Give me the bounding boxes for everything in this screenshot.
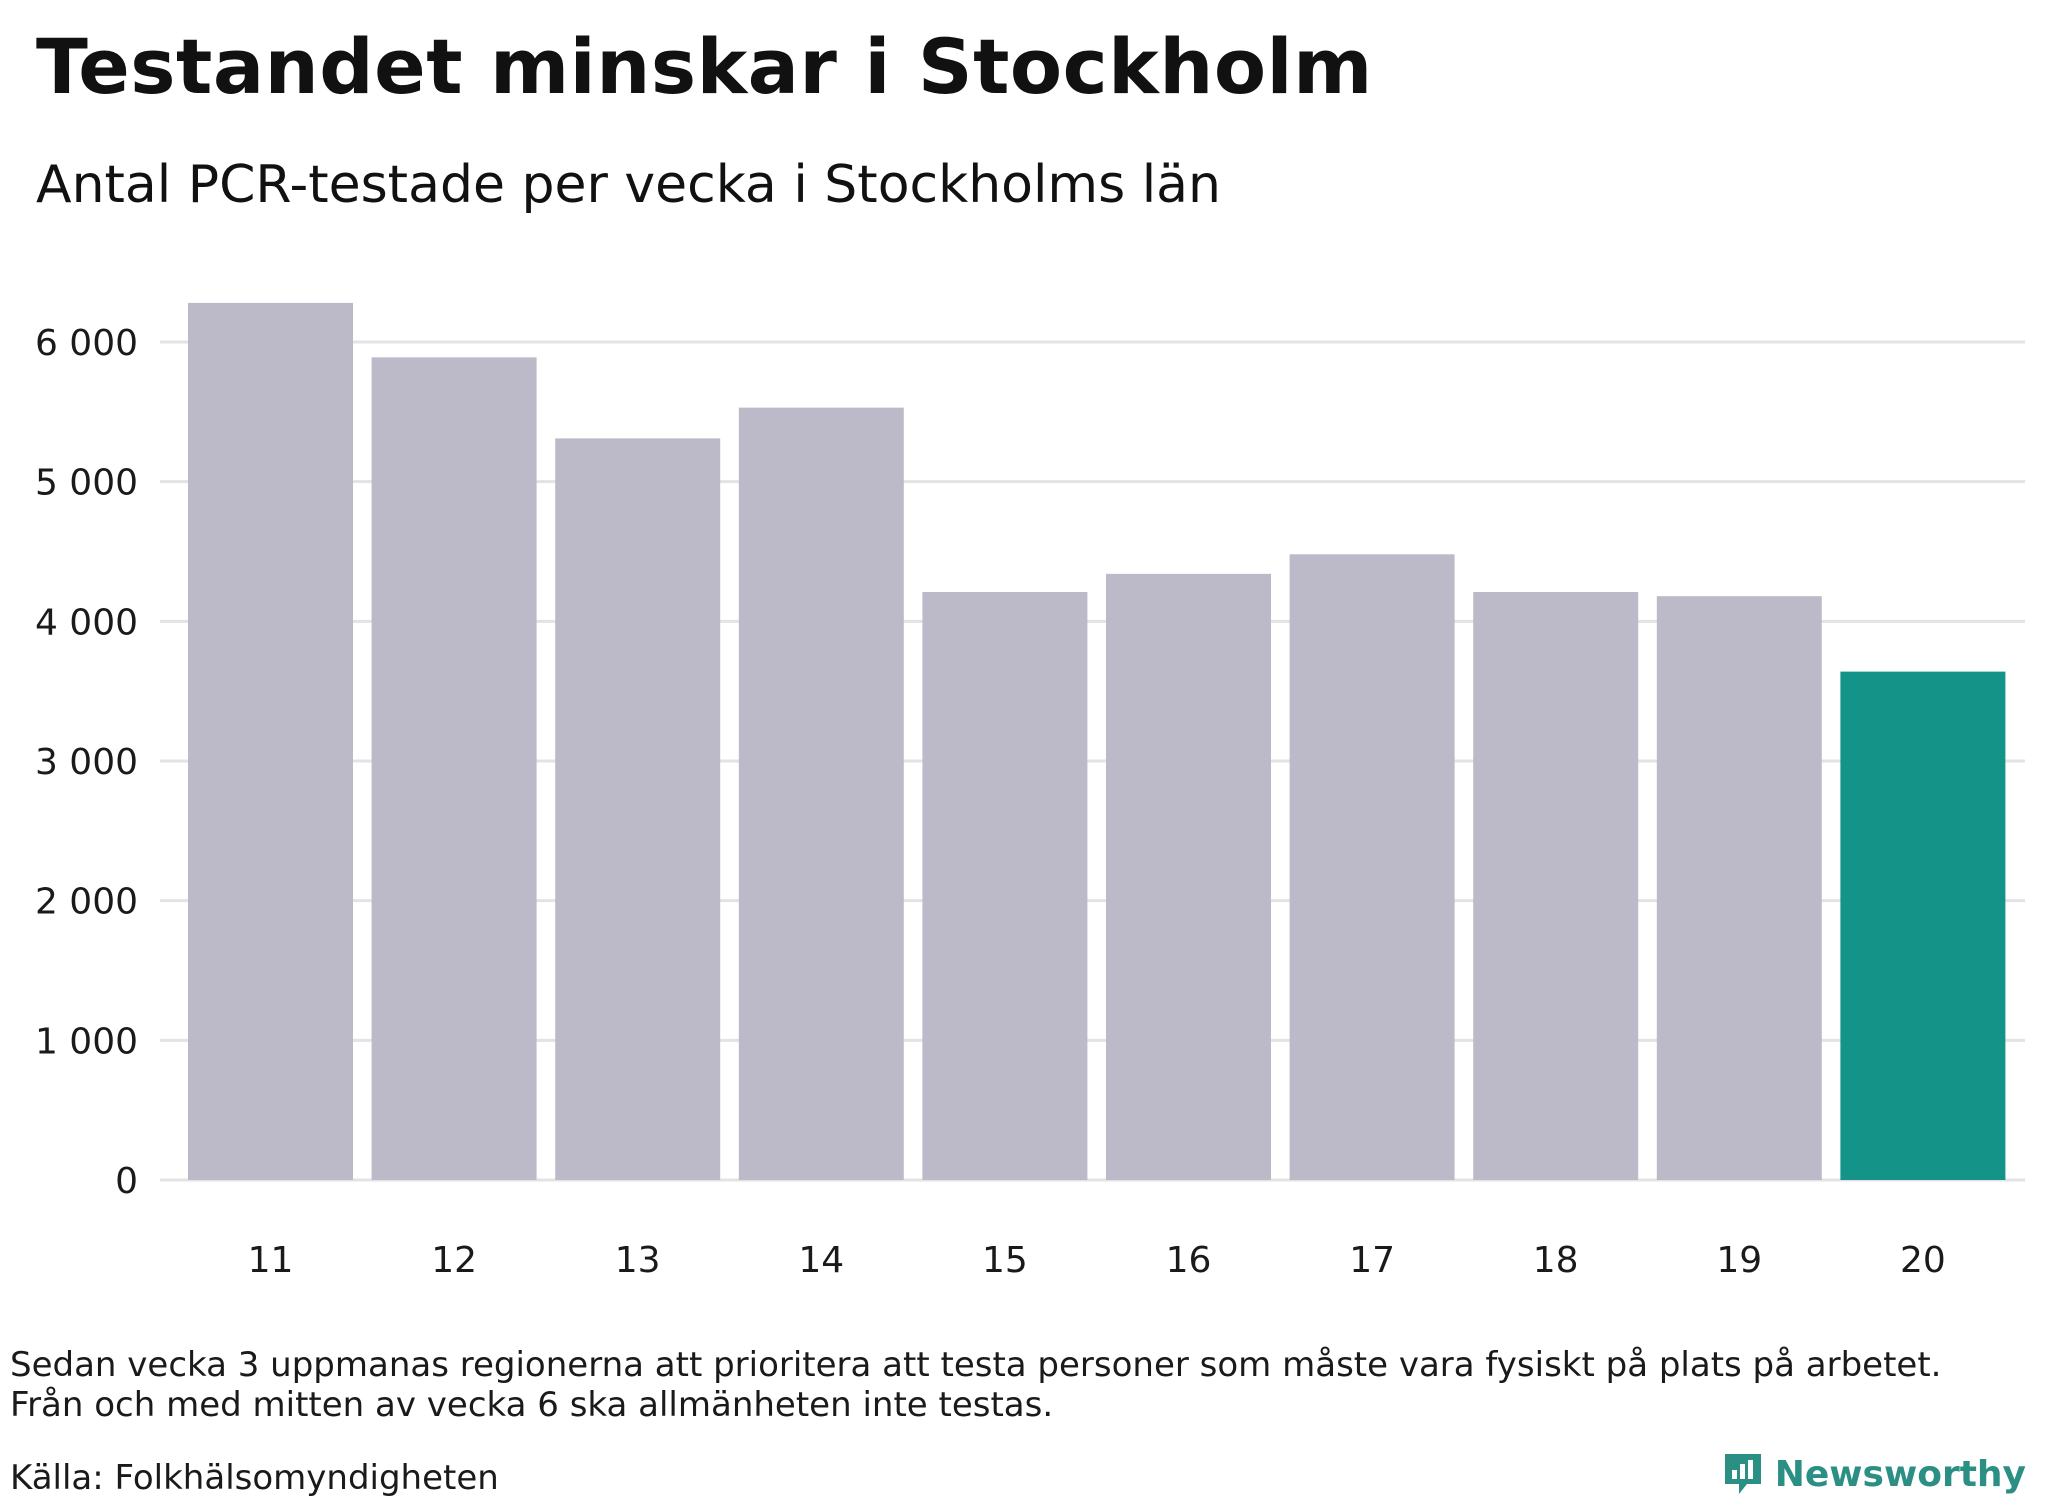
- logo-text: Newsworthy: [1774, 1453, 2026, 1495]
- x-tick-label: 19: [1716, 1240, 1762, 1281]
- source-credit: Källa: Folkhälsomyndigheten: [10, 1458, 499, 1498]
- note-line-1: Sedan vecka 3 uppmanas regionerna att pr…: [10, 1345, 1942, 1385]
- x-tick-label: 11: [248, 1240, 294, 1281]
- bar-week-11: [188, 302, 353, 1181]
- bars: [188, 302, 2006, 1181]
- x-tick-label: 14: [798, 1240, 844, 1281]
- newsworthy-logo-icon: [1724, 1454, 1761, 1494]
- y-tick-label: 6 000: [35, 323, 138, 364]
- y-tick-label: 3 000: [35, 742, 138, 783]
- bar-week-18: [1473, 592, 1639, 1180]
- bar-week-17: [1289, 554, 1455, 1180]
- bar-week-19: [1656, 596, 1822, 1180]
- x-tick-label: 17: [1349, 1240, 1395, 1281]
- bar-week-13: [555, 438, 721, 1180]
- bar-week-12: [371, 357, 537, 1180]
- bar-chart: 0 1 000 2 000 3 000 4 000 5 000 6 000 11 12 13 14…: [35, 302, 2025, 1281]
- y-tick-label: 4 000: [35, 602, 138, 643]
- x-tick-label: 12: [431, 1240, 477, 1281]
- x-tick-label: 13: [615, 1240, 661, 1281]
- bar-week-15: [922, 592, 1088, 1180]
- y-tick-label: 0: [115, 1161, 138, 1202]
- chart-title: Testandet minskar i Stockholm: [36, 22, 1373, 111]
- chart-subtitle: Antal PCR-testade per vecka i Stockholms…: [36, 155, 1221, 215]
- y-tick-label: 1 000: [35, 1021, 138, 1062]
- x-tick-label: 18: [1533, 1240, 1579, 1281]
- x-axis-ticks: 11 12 13 14 15 16 17 18 19 20: [248, 1240, 1946, 1281]
- x-tick-label: 16: [1166, 1240, 1212, 1281]
- bar-week-16: [1106, 573, 1271, 1180]
- x-tick-label: 20: [1900, 1240, 1946, 1281]
- newsworthy-logo: Newsworthy: [1721, 1450, 2026, 1498]
- bar-week-14: [738, 407, 904, 1181]
- y-axis-ticks: 0 1 000 2 000 3 000 4 000 5 000 6 000: [35, 323, 138, 1202]
- x-tick-label: 15: [982, 1240, 1028, 1281]
- chart-note: Sedan vecka 3 uppmanas regionerna att pr…: [10, 1345, 1941, 1425]
- note-line-2: Från och med mitten av vecka 6 ska allmä…: [10, 1385, 1054, 1425]
- y-tick-label: 5 000: [35, 463, 138, 504]
- bar-week-20: [1840, 671, 2006, 1180]
- y-tick-label: 2 000: [35, 882, 138, 923]
